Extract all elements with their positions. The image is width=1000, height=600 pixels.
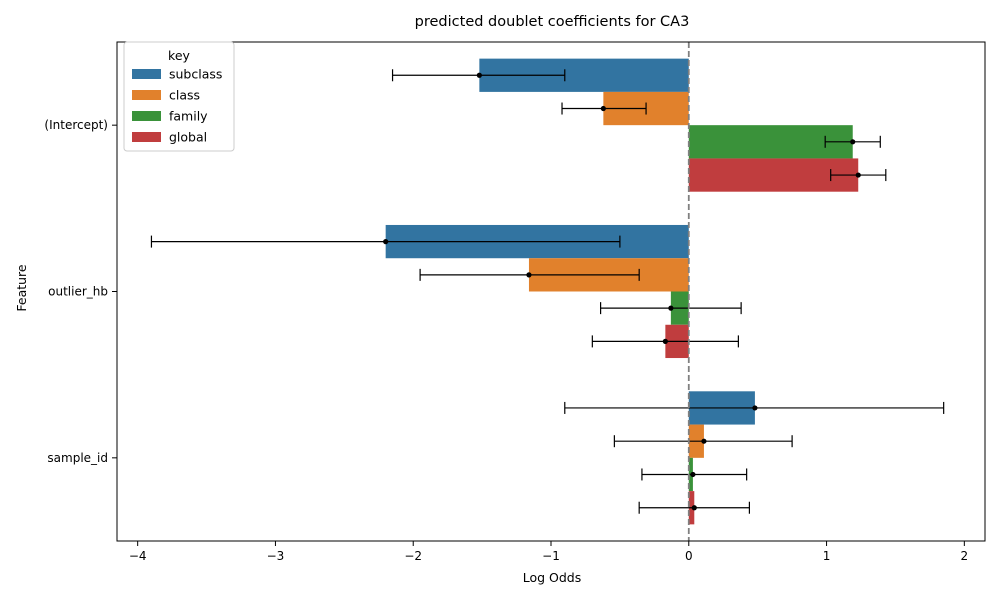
point-subclass-0 [476, 72, 482, 78]
legend-swatch-family [132, 111, 161, 121]
plot-area: −4 −3 −2 −1 0 1 2 (Intercept) outlier_hb sample_i… [44, 41, 986, 563]
point-subclass-1 [383, 239, 389, 245]
x-tick-label: 2 [961, 549, 969, 563]
legend-label-class: class [169, 88, 200, 103]
legend-swatch-global [132, 132, 161, 142]
bar-global-0 [688, 158, 859, 192]
point-class-1 [526, 272, 532, 278]
legend-title: key [168, 48, 190, 63]
point-global-0 [855, 172, 861, 178]
chart-title: predicted doublet coefficients for CA3 [415, 14, 690, 30]
point-family-0 [850, 139, 856, 145]
x-tick-label: 0 [685, 549, 693, 563]
legend-label-subclass: subclass [169, 67, 222, 82]
x-tick-label: −1 [542, 549, 560, 563]
point-global-1 [662, 338, 668, 344]
point-class-0 [600, 105, 606, 112]
legend-label-family: family [169, 109, 208, 124]
x-tick-label: −2 [404, 549, 422, 563]
point-class-2 [701, 438, 707, 444]
point-global-2 [691, 505, 697, 511]
y-tick-label: (Intercept) [44, 118, 108, 132]
y-tick-label: sample_id [47, 451, 108, 465]
point-family-1 [668, 305, 674, 311]
legend-swatch-class [132, 90, 161, 100]
x-tick-label: −3 [267, 549, 285, 563]
legend-swatch-subclass [132, 69, 161, 79]
x-tick-label: 1 [823, 549, 831, 563]
point-family-2 [690, 471, 696, 478]
y-axis-label: Feature [14, 264, 29, 312]
y-tick-label: outlier_hb [48, 285, 108, 299]
legend: key subclass class family global [123, 41, 235, 152]
x-axis-label: Log Odds [523, 570, 582, 585]
point-subclass-2 [752, 405, 758, 411]
x-tick-label: −4 [129, 549, 147, 563]
legend-label-global: global [169, 130, 207, 145]
